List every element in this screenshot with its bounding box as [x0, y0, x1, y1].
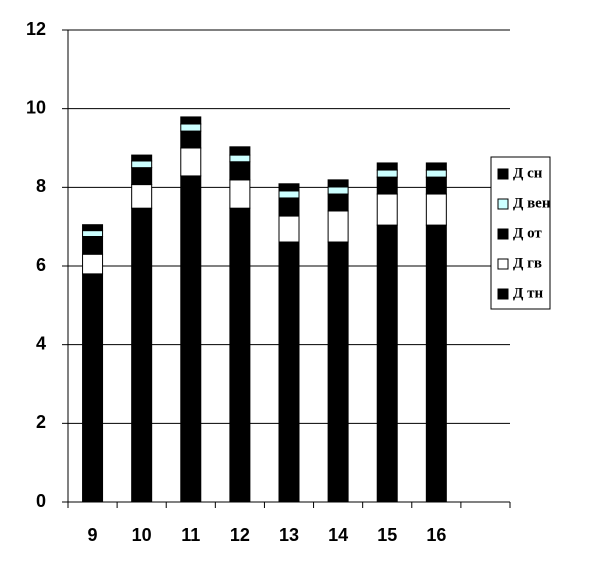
y-tick-label: 4 — [36, 333, 46, 353]
bar-segment — [82, 224, 104, 232]
bar-segment — [327, 186, 349, 195]
bar-segment — [229, 179, 251, 209]
y-tick-label: 10 — [26, 97, 46, 117]
bar-segment — [82, 253, 104, 275]
bar-segment — [278, 197, 300, 217]
legend-label: Д сн — [513, 165, 543, 181]
bar-segment — [82, 236, 104, 255]
bar-segment — [278, 190, 300, 199]
x-tick-label: 14 — [328, 525, 348, 545]
bar-segment — [229, 146, 251, 156]
bar-segment — [425, 193, 447, 226]
x-tick-label: 12 — [230, 525, 250, 545]
bar-segment — [229, 161, 251, 181]
bar-segment — [327, 241, 349, 503]
y-tick-label: 6 — [36, 255, 46, 275]
bar-segment — [327, 210, 349, 243]
bar-segment — [327, 179, 349, 188]
bar-segment — [425, 224, 447, 503]
bar-segment — [180, 123, 202, 132]
legend-swatch — [497, 288, 509, 300]
bar-segment — [180, 175, 202, 503]
bar-segment — [82, 273, 104, 503]
bar-segment — [82, 230, 104, 238]
y-tick-label: 0 — [36, 491, 46, 511]
bar-segment — [278, 215, 300, 243]
x-tick-label: 11 — [181, 525, 200, 545]
legend-label: Д вен — [513, 195, 551, 211]
bar-segment — [180, 116, 202, 125]
bar-segment — [229, 207, 251, 503]
x-tick-label: 9 — [88, 525, 98, 545]
bar-segment — [180, 130, 202, 149]
legend-label: Д гв — [513, 255, 542, 271]
bar-segment — [425, 162, 447, 171]
bar-segment — [425, 176, 447, 195]
bar-segment — [376, 176, 398, 195]
legend: Д тн Д гв Д от Д вен Д сн — [490, 156, 551, 310]
bar-segment — [376, 169, 398, 178]
bar-segment — [327, 193, 349, 212]
bar-segment — [180, 147, 202, 177]
bar-segment — [229, 154, 251, 163]
legend-swatch — [497, 228, 509, 240]
bar-segment — [376, 162, 398, 171]
x-tick-label: 16 — [426, 525, 446, 545]
legend-swatch — [497, 258, 509, 270]
x-tick-label: 10 — [132, 525, 152, 545]
bar-segment — [425, 169, 447, 178]
bar-segment — [131, 160, 153, 169]
legend-swatch — [497, 168, 509, 180]
bar-segment — [131, 184, 153, 209]
y-tick-label: 12 — [26, 19, 46, 39]
bar-segment — [376, 224, 398, 503]
legend-label: Д тн — [513, 285, 543, 301]
legend-swatch — [497, 198, 509, 210]
bar-segment — [131, 154, 153, 162]
bar-segment — [131, 207, 153, 503]
x-tick-label: 13 — [279, 525, 299, 545]
y-tick-label: 2 — [36, 412, 46, 432]
y-tick-label: 8 — [36, 176, 46, 196]
x-tick-label: 15 — [377, 525, 397, 545]
bar-segment — [131, 167, 153, 186]
bar-segment — [376, 193, 398, 226]
legend-label: Д от — [513, 225, 542, 241]
bar-segment — [278, 183, 300, 192]
bar-segment — [278, 241, 300, 503]
